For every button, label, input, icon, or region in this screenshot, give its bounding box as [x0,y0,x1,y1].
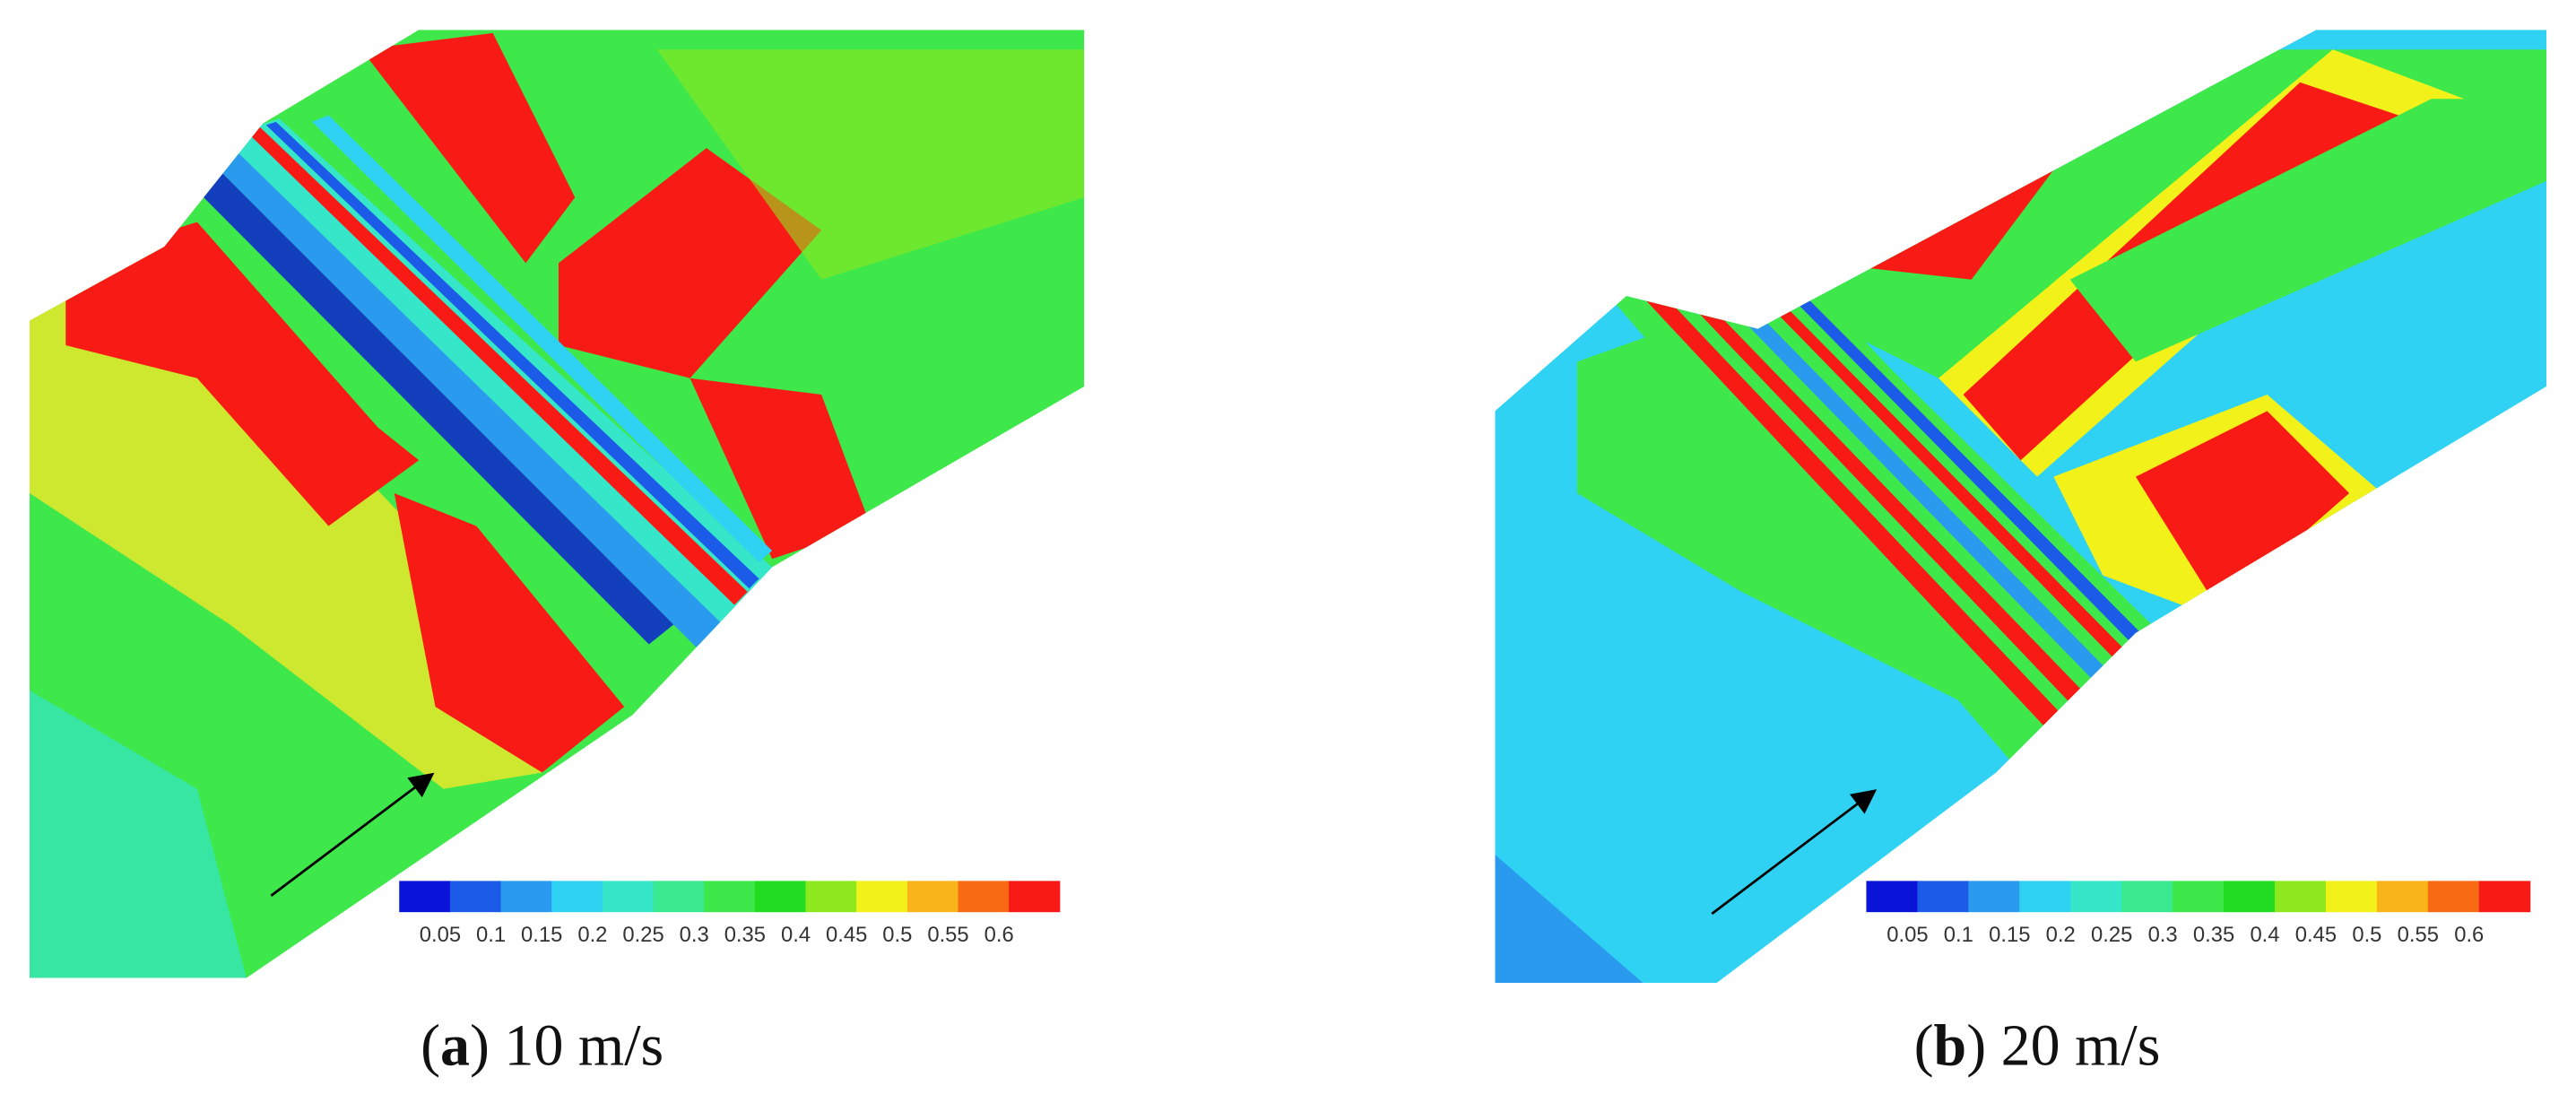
colorbar-swatch [2478,881,2531,913]
colorbar-label: 0.3 [2148,923,2178,947]
colorbar-label: 0.35 [2193,923,2234,947]
colorbar-swatch [906,881,959,913]
colorbar-swatch [958,881,1010,913]
colorbar-label: 0.45 [826,923,867,947]
colorbar-swatch [2325,881,2378,913]
colorbar-swatch [1866,881,1918,913]
colorbar-swatch [1009,881,1061,913]
colorbar-swatch [399,881,451,913]
colorbar-label: 0.05 [1886,923,1928,947]
caption-part: a [440,1013,470,1079]
colorbar-label: 0.35 [724,923,766,947]
colorbar-label: 0.15 [1989,923,2030,947]
colorbar-label: 0.5 [2352,923,2381,947]
colorbar-swatch [754,881,807,913]
colorbar-swatch [2070,881,2122,913]
colorbar-swatch [805,881,857,913]
colorbar-swatch [2274,881,2327,913]
caption: (a) 10 m/s [421,1013,664,1079]
colorbar-swatch [1968,881,2020,913]
colorbar-label: 0.4 [2250,923,2279,947]
caption: (b) 20 m/s [1914,1013,2161,1079]
colorbar-swatch [2121,881,2173,913]
colorbar-swatch [2173,881,2225,913]
colorbar-label: 0.6 [984,923,1014,947]
colorbar-label: 0.55 [2398,923,2439,947]
caption-part: ) 20 m/s [1966,1013,2160,1079]
colorbar-swatch [1917,881,1969,913]
colorbar-swatch [2427,881,2480,913]
caption-part: ( [421,1013,440,1079]
colorbar-swatch [551,881,603,913]
colorbar-label: 0.25 [2091,923,2132,947]
colorbar-label: 0.1 [476,923,506,947]
colorbar-label: 0.25 [622,923,664,947]
colorbar-label: 0.3 [680,923,709,947]
flow-arrow [1711,789,1878,916]
colorbar-swatch [653,881,705,913]
contour-field-b [1495,30,2547,983]
colorbar-swatch [2019,881,2071,913]
colorbar-swatch [449,881,502,913]
colorbar-label: 0.45 [2295,923,2337,947]
colorbar-label: 0.05 [420,923,461,947]
colorbar-label: 0.2 [577,923,607,947]
contour-field-a [29,30,1085,978]
caption-part: ) 10 m/s [470,1013,664,1079]
colorbar-label: 0.2 [2046,923,2076,947]
caption-part: b [1934,1013,1967,1079]
colorbar-swatch [704,881,756,913]
colorbar-swatch [602,881,655,913]
colorbar-swatch [500,881,552,913]
caption-part: ( [1914,1013,1934,1079]
colorbar-swatch [856,881,908,913]
colorbar-label: 0.55 [927,923,968,947]
colorbar-label: 0.1 [1944,923,1973,947]
colorbar-label: 0.6 [2454,923,2484,947]
flow-arrow [270,772,435,897]
colorbar-label: 0.15 [521,923,562,947]
colorbar-label: 0.5 [882,923,912,947]
colorbar-swatch [2224,881,2276,913]
colorbar-label: 0.4 [781,923,811,947]
colorbar-swatch [2376,881,2429,913]
